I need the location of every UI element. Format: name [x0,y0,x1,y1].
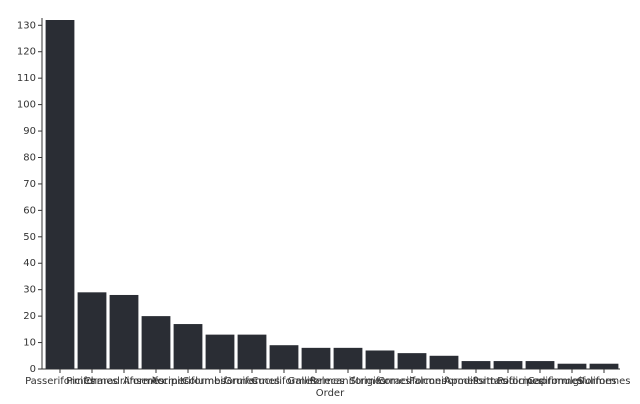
y-tick-label: 60 [23,205,36,216]
y-tick-label: 110 [17,73,36,84]
y-tick-label: 50 [23,232,36,243]
bar [237,334,267,369]
x-tick-label: Gruiformes [224,376,280,387]
x-tick-label: Columbiformes [182,376,258,387]
y-tick-label: 0 [30,364,36,375]
x-tick-label: Coraciiformes [377,376,446,387]
x-tick-label: Charadriiformes [84,376,164,387]
y-tick-label: 40 [23,258,36,269]
bar [269,345,299,369]
y-tick-label: 30 [23,285,36,296]
bar [493,361,523,369]
y-tick-label: 120 [17,47,36,58]
y-tick-label: 100 [17,100,36,111]
x-tick-label: Psittaciformes [473,376,544,387]
bar [365,350,395,369]
x-tick-label: Apodiformes [444,376,507,387]
y-tick-label: 130 [17,20,36,31]
bar [525,361,555,369]
bar [557,363,587,369]
y-tick-label: 70 [23,179,36,190]
x-axis-title: Order [316,388,345,399]
bar [45,20,75,369]
x-tick-label: Piciformes [66,376,118,387]
x-tick-label: Podicipediformes [497,376,583,387]
x-tick-label: Accipitriformes [150,376,225,387]
bar [333,347,363,369]
x-tick-label: Caprimulgiformes [527,376,616,387]
bar [109,294,139,369]
x-tick-label: Passeriformes [25,376,95,387]
y-tick-label: 10 [23,338,36,349]
bar [589,363,619,369]
x-tick-label: Suliformes [578,376,631,387]
x-tick-label: Cuculiformes [251,376,316,387]
bar [429,355,459,369]
bar [461,361,491,369]
y-tick-label: 80 [23,152,36,163]
bar [397,353,427,369]
bar [141,316,171,369]
x-tick-label: Falconiformes [409,376,478,387]
y-tick-label: 90 [23,126,36,137]
bar [205,334,235,369]
y-tick-label: 20 [23,311,36,322]
x-tick-label: Galliformes [288,376,345,387]
x-tick-label: Pelecaniformes [310,376,386,387]
bar [301,347,331,369]
x-tick-label: Anseriformes [123,376,189,387]
x-tick-label: Strigiformes [350,376,411,387]
bar [173,324,203,369]
bar [77,292,107,369]
